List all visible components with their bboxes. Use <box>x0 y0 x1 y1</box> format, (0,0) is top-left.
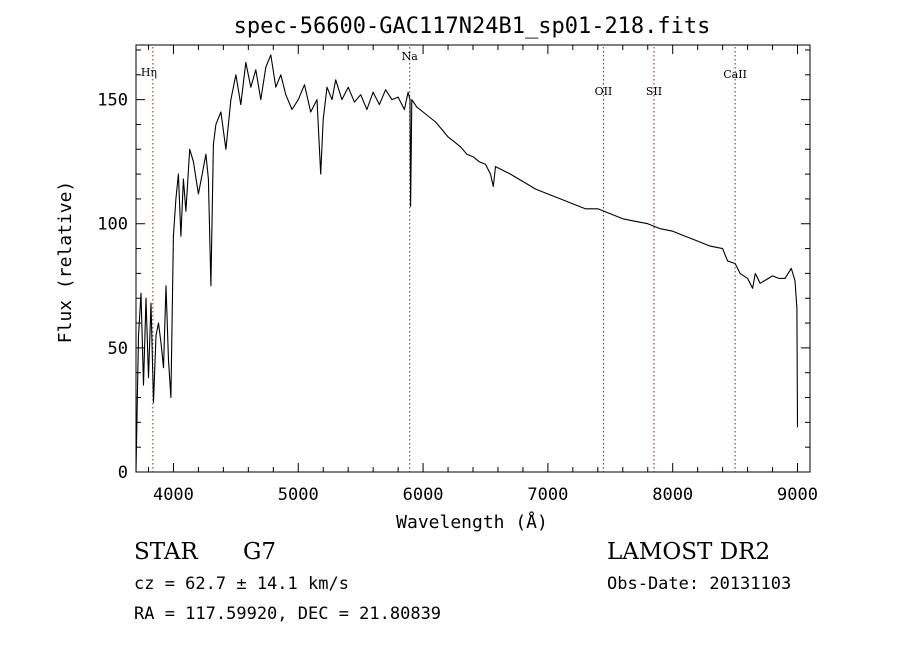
y-tick-label: 50 <box>108 339 128 359</box>
plot-border <box>135 44 811 473</box>
spectral-line-label: SII <box>646 85 662 98</box>
x-tick-label: 4000 <box>153 485 194 505</box>
plot-frame <box>135 44 811 473</box>
survey-name: LAMOST DR2 <box>607 539 771 565</box>
object-class: STAR <box>134 539 198 565</box>
flux-line <box>135 54 799 473</box>
y-tick-label: 100 <box>97 215 128 235</box>
y-axis-label: Flux (relative) <box>55 181 76 344</box>
y-axis: 0 50 100 150 <box>97 49 810 483</box>
x-tick-label: 9000 <box>777 485 818 505</box>
spectral-line-label: Na <box>402 50 419 63</box>
chart-title: spec-56600-GAC117N24B1_sp01-218.fits <box>234 14 711 39</box>
spectral-line-label: CaII <box>723 68 747 81</box>
x-axis: 4000 5000 6000 7000 8000 9000 <box>147 45 818 505</box>
flux-series <box>135 54 799 473</box>
x-tick-label: 5000 <box>278 485 319 505</box>
x-axis-label: Wavelength (Å) <box>396 511 548 533</box>
x-tick-label: 7000 <box>527 485 568 505</box>
redshift-velocity: cz = 62.7 ± 14.1 km/s <box>134 574 349 594</box>
x-tick-label: 8000 <box>652 485 693 505</box>
object-subclass: G7 <box>243 539 277 565</box>
y-tick-label: 150 <box>97 91 128 111</box>
coordinates: RA = 117.59920, DEC = 21.80839 <box>134 604 442 624</box>
observation-date: Obs-Date: 20131103 <box>607 574 792 594</box>
spectral-line-markers: Hη Na OII SII CaII <box>141 47 747 472</box>
spectral-line-label: Hη <box>141 66 157 79</box>
y-tick-label: 0 <box>118 463 128 483</box>
spectral-line-label: OII <box>595 85 613 98</box>
x-tick-label: 6000 <box>403 485 444 505</box>
